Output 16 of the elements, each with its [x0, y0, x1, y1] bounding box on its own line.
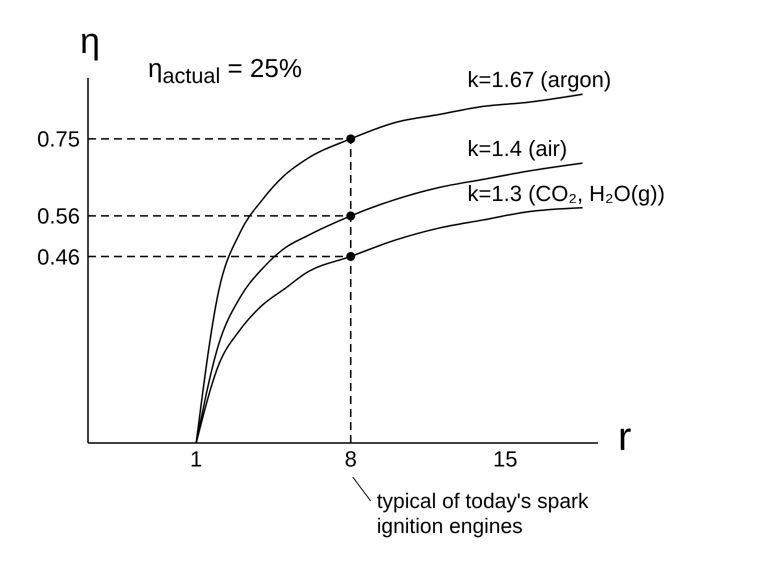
- annotation: η$_{actual}$ = 25%: [148, 53, 302, 90]
- x-axis-title: r: [618, 415, 632, 460]
- y-tick-label: 0.46: [37, 244, 80, 270]
- point: [346, 211, 356, 220]
- y-axis-title: η: [80, 20, 100, 62]
- text: typical of today's spark ignition engines: [376, 489, 590, 539]
- x-tick-label: 15: [493, 446, 518, 472]
- point: [346, 134, 356, 144]
- series-label: k=1.67 (argon): [468, 67, 612, 92]
- y-tick-label: 0.56: [37, 204, 80, 229]
- y-tick-label: 0.75: [37, 126, 80, 152]
- x-tick-label: 8: [344, 446, 357, 472]
- series-label: k=1.3 (CO₂, H₂O(g)): [468, 180, 665, 206]
- x-tick-label: 1: [190, 446, 202, 472]
- series-label: k=1.4 (air): [468, 136, 568, 162]
- point: [346, 252, 356, 261]
